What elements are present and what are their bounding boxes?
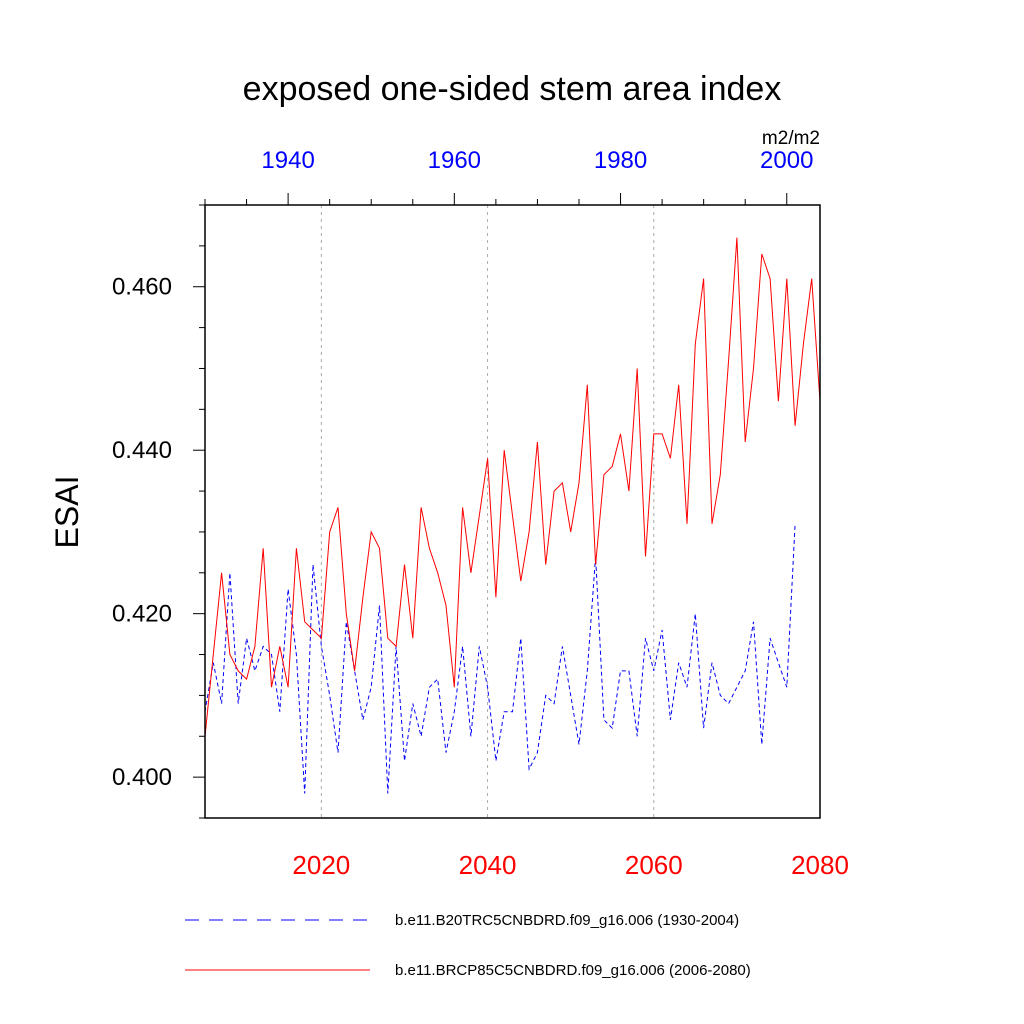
bottom-axis-tick-label: 2040: [459, 850, 517, 880]
y-tick-label: 0.460: [112, 274, 172, 301]
top-axis-tick-label: 1940: [261, 147, 314, 174]
plot-frame: [204, 204, 821, 819]
y-tick-label: 0.400: [112, 764, 172, 791]
legend-label-historical: b.e11.B20TRC5CNBDRD.f09_g16.006 (1930-20…: [395, 912, 739, 929]
legend-label-rcp85: b.e11.BRCP85C5CNBDRD.f09_g16.006 (2006-2…: [395, 962, 751, 979]
legend: b.e11.B20TRC5CNBDRD.f09_g16.006 (1930-20…: [185, 912, 751, 979]
top-axis-tick-label: 1980: [594, 147, 647, 174]
series-line-historical: [204, 523, 796, 794]
units-label: m2/m2: [762, 128, 820, 149]
y-tick-labels: 0.400 0.420 0.440 0.460: [112, 274, 172, 791]
bottom-axis-labels: 2020 2040 2060 2080: [292, 850, 848, 880]
top-axis-labels: 1940 1960 1980 2000: [261, 147, 813, 174]
bottom-axis-tick-label: 2020: [292, 850, 350, 880]
top-axis-tick-label: 1960: [428, 147, 481, 174]
y-tick-label: 0.440: [112, 437, 172, 464]
y-axis-label: ESAI: [49, 476, 85, 549]
series-line-rcp85: [204, 237, 821, 737]
axis-ticks: [193, 193, 788, 819]
bottom-axis-tick-label: 2080: [791, 850, 849, 880]
top-axis-tick-label: 2000: [760, 147, 813, 174]
bottom-axis-tick-label: 2060: [625, 850, 683, 880]
y-tick-label: 0.420: [112, 601, 172, 628]
chart-title: exposed one-sided stem area index: [243, 70, 782, 108]
series-layer: [204, 237, 821, 794]
grid-lines: [320, 205, 655, 818]
